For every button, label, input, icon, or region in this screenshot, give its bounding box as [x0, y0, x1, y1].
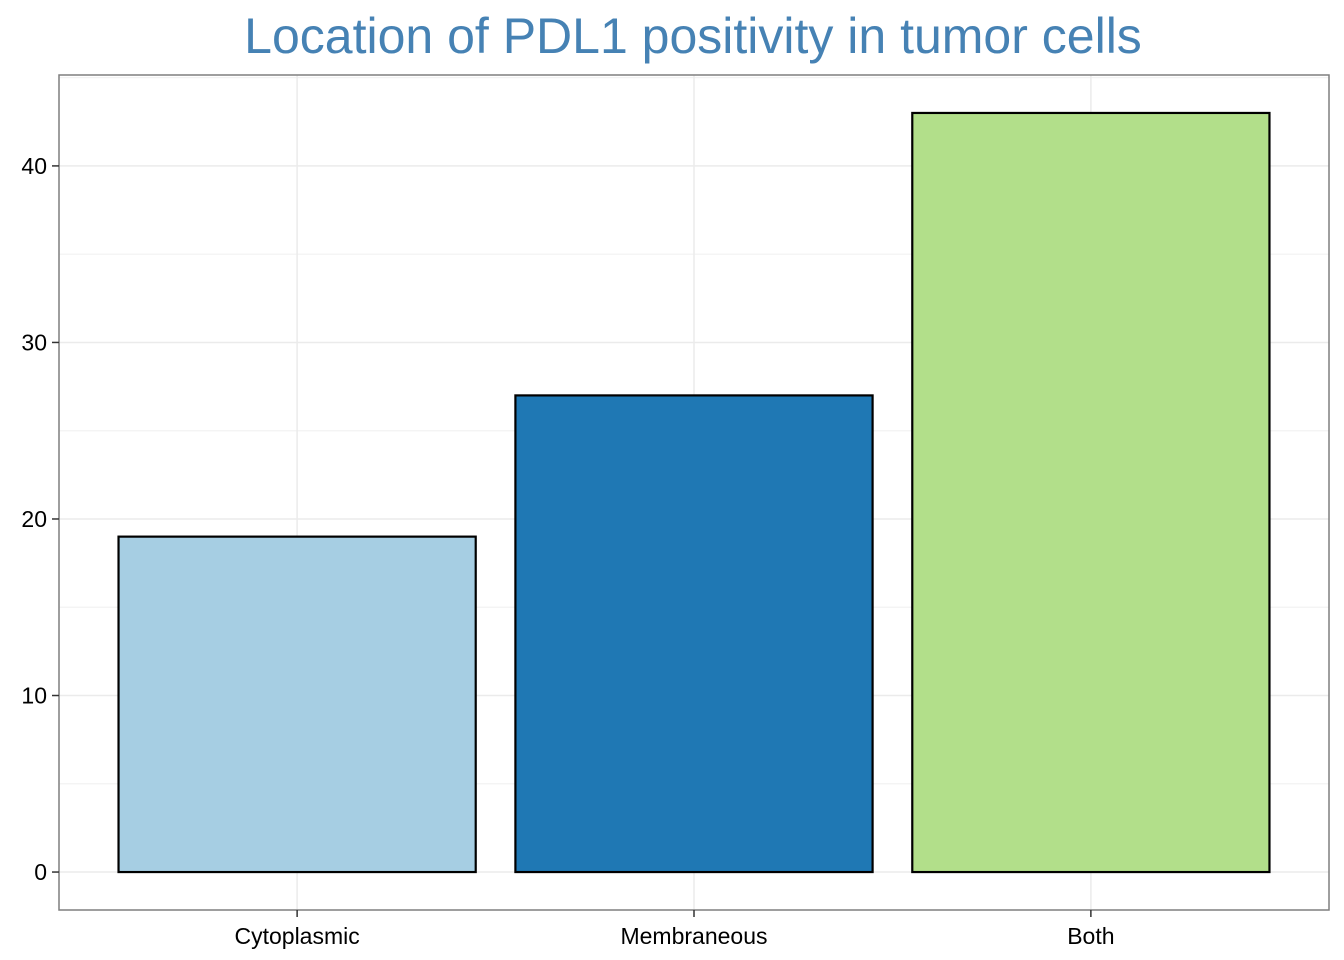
y-tick-label: 40 [21, 153, 47, 179]
x-tick-label: Membraneous [620, 923, 767, 949]
y-tick-label: 20 [21, 506, 47, 532]
bars [117, 111, 1271, 874]
bar-membraneous [514, 394, 874, 874]
bar-both [911, 111, 1271, 874]
axes: 0 10 20 30 40 Cytoplasmic Membraneous Both [21, 153, 1114, 949]
bar-cytoplasmic [117, 535, 477, 874]
x-tick-label: Both [1067, 923, 1114, 949]
y-tick-label: 30 [21, 329, 47, 355]
y-tick-label: 10 [21, 683, 47, 709]
chart-title: Location of PDL1 positivity in tumor cel… [244, 8, 1142, 64]
y-tick-label: 0 [34, 859, 47, 885]
x-tick-label: Cytoplasmic [234, 923, 359, 949]
